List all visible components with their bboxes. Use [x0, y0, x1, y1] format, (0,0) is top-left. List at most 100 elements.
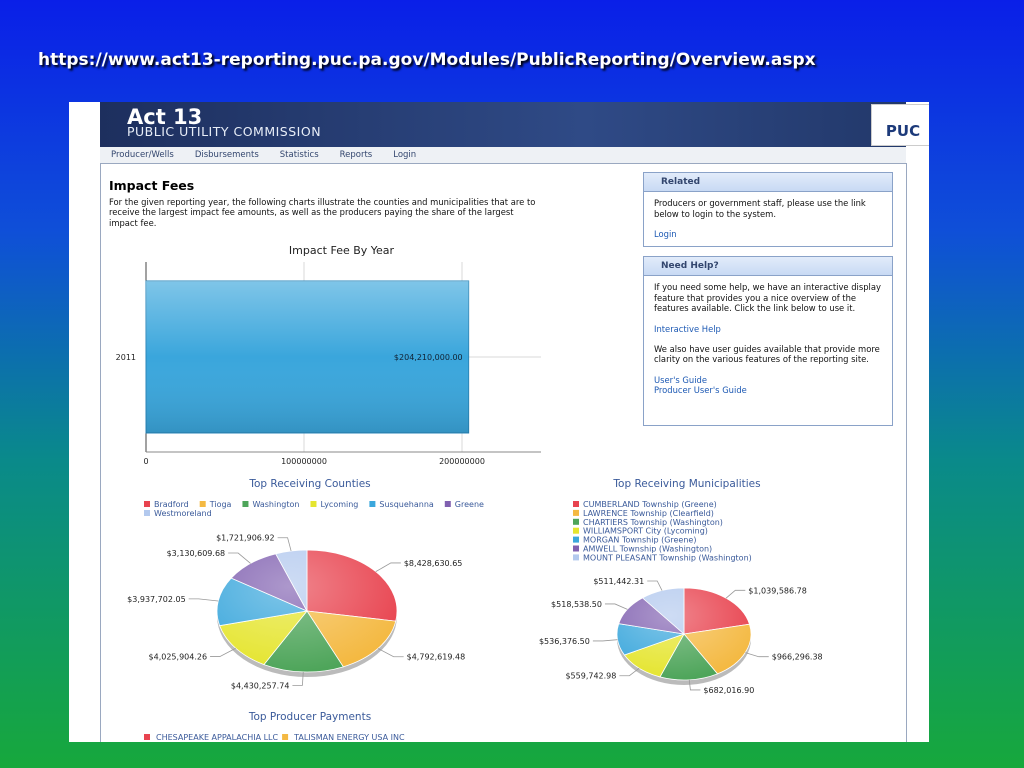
leader-line	[604, 603, 628, 610]
leader-line	[725, 589, 746, 599]
legend-swatch	[573, 554, 579, 561]
legend-swatch	[199, 501, 206, 507]
legend-swatch	[444, 501, 451, 507]
data-label: $518,538.50	[551, 600, 602, 609]
leader-line	[619, 667, 640, 677]
data-label: $511,442.31	[593, 577, 644, 586]
site-title: Act 13	[127, 105, 203, 129]
chart-title: Top Receiving Counties	[248, 478, 370, 490]
nav-link[interactable]: Disbursements	[194, 150, 259, 160]
legend-swatch	[573, 501, 579, 507]
link[interactable]: User's Guide	[654, 374, 708, 385]
legend-label: TALISMAN ENERGY USA INC	[293, 733, 405, 742]
leader-line	[210, 647, 236, 657]
data-label: $3,130,609.68	[167, 549, 226, 558]
leader-line	[375, 562, 401, 572]
box-text: We also have user guides available that …	[654, 344, 880, 365]
nav-link[interactable]: Reports	[339, 150, 373, 160]
legend-label: Westmoreland	[154, 509, 212, 518]
legend-label: MOUNT PLEASANT Township (Washington)	[583, 553, 752, 562]
nav-link[interactable]: Statistics	[279, 150, 319, 160]
legend-swatch	[573, 518, 579, 525]
leader-line	[188, 598, 219, 602]
legend-swatch	[573, 509, 579, 516]
legend-label: Greene	[455, 500, 484, 509]
leader-line	[688, 679, 701, 691]
legend-label: Tioga	[209, 500, 232, 509]
pie-shine	[217, 550, 397, 672]
leader-line	[277, 537, 292, 552]
legend-swatch	[144, 501, 150, 507]
data-label: $8,428,630.65	[404, 559, 463, 568]
box-text: If you need some help, we have an intera…	[654, 282, 881, 314]
data-label: $204,210,000.00	[394, 353, 463, 362]
link-list: User's Guide Producer User's Guide	[654, 375, 882, 396]
legend-swatch	[573, 545, 579, 552]
content-frame	[100, 163, 907, 742]
x-tick-label: 200000000	[439, 457, 485, 466]
legend-label: Washington	[252, 500, 299, 509]
bottom-cover	[69, 742, 929, 768]
site-subtitle: PUBLIC UTILITY COMMISSION	[127, 124, 322, 139]
chart-title: Impact Fee By Year	[289, 244, 395, 257]
link[interactable]: Interactive Help	[654, 323, 721, 334]
legend-label: CUMBERLAND Township (Greene)	[583, 500, 717, 509]
legend-label: WILLIAMSPORT City (Lycoming)	[583, 527, 708, 536]
leader-line	[377, 648, 404, 658]
data-label: $3,937,702.05	[127, 595, 186, 604]
box-body: Producers or government staff, please us…	[644, 192, 892, 243]
nav-link[interactable]: Producer/Wells	[111, 150, 174, 160]
data-label: $536,376.50	[539, 637, 590, 646]
intro-text: For the given reporting year, the follow…	[109, 197, 536, 228]
legend-swatch	[144, 734, 150, 740]
leader-line	[592, 639, 618, 642]
logo[interactable]: PUC	[871, 104, 929, 146]
slide-title: https://www.act13-reporting.puc.pa.gov/M…	[38, 50, 816, 70]
nav-link[interactable]: Login	[393, 150, 417, 160]
related-box: Related Producers or government staff, p…	[643, 172, 893, 247]
box-body: If you need some help, we have an intera…	[644, 276, 892, 399]
box-text: Producers or government staff, please us…	[654, 198, 866, 219]
link[interactable]: Login	[654, 229, 677, 240]
data-label: $4,792,619.48	[407, 653, 466, 662]
legend-swatch	[282, 734, 289, 740]
data-label: $1,039,586.78	[748, 586, 807, 595]
data-label: $1,721,906.92	[216, 534, 275, 543]
help-box: Need Help? If you need some help, we hav…	[643, 256, 893, 426]
chart-title: Top Receiving Municipalities	[612, 478, 760, 490]
box-title: Need Help?	[644, 257, 892, 277]
leader-line	[745, 652, 769, 658]
leader-line	[228, 552, 251, 564]
legend-swatch	[144, 510, 150, 516]
data-label: $682,016.90	[703, 686, 754, 695]
box-title: Related	[644, 173, 892, 193]
legend-swatch	[573, 527, 579, 534]
bar-shade	[146, 281, 469, 433]
chart-title: Top Producer Payments	[248, 711, 371, 723]
legend-swatch	[242, 501, 249, 507]
legend-label: AMWELL Township (Washington)	[583, 545, 712, 554]
legend-label: Susquehanna	[379, 500, 434, 509]
leader-line	[647, 580, 663, 591]
link[interactable]: Producer User's Guide	[654, 385, 747, 396]
legend-label: MORGAN Township (Greene)	[583, 536, 696, 545]
legend-swatch	[573, 536, 579, 543]
y-tick-label: 2011	[116, 353, 136, 362]
legend-label: LAWRENCE Township (Clearfield)	[583, 509, 714, 518]
pie-shine	[617, 588, 751, 680]
legend-label: Bradford	[154, 500, 189, 509]
data-label: $4,025,904.26	[149, 652, 208, 661]
data-label: $966,296.38	[772, 653, 823, 662]
legend-label: Lycoming	[320, 500, 358, 509]
site-header: Act 13 PUBLIC UTILITY COMMISSION PUC	[100, 102, 929, 147]
legend-swatch	[310, 501, 317, 507]
data-label: $559,742.98	[565, 672, 616, 681]
page-heading: Impact Fees	[109, 178, 195, 193]
legend-swatch	[369, 501, 376, 507]
data-label: $4,430,257.74	[231, 681, 290, 690]
x-tick-label: 100000000	[281, 457, 327, 466]
x-tick-label: 0	[143, 457, 148, 466]
legend-label: CHARTIERS Township (Washington)	[583, 518, 723, 527]
legend-label: CHESAPEAKE APPALACHIA LLC	[156, 733, 278, 742]
